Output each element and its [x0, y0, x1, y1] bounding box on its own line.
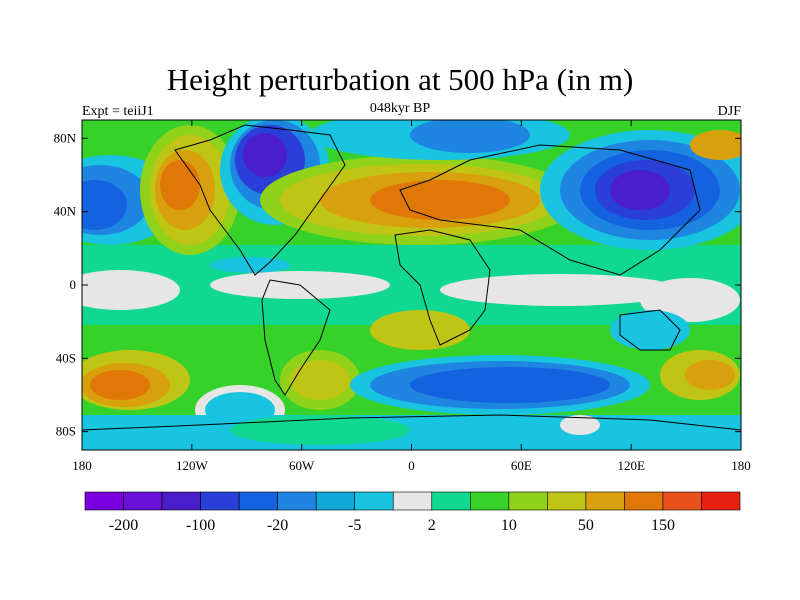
- colorbar-swatch: [84, 491, 124, 511]
- lon-tick-label: 180: [72, 458, 92, 473]
- colorbar-swatch: [585, 491, 625, 511]
- colorbar-label: 2: [428, 517, 436, 534]
- colorbar-swatch: [547, 491, 587, 511]
- lon-tick-label: 120W: [176, 458, 209, 473]
- height-field: [82, 120, 741, 450]
- positive-region: [230, 415, 410, 445]
- lon-tick-label: 60E: [511, 458, 532, 473]
- positive-region: [290, 360, 350, 400]
- blue-region: [82, 180, 127, 230]
- colorbar-label: -100: [186, 517, 215, 534]
- south-america-outline: [261, 279, 331, 396]
- experiment-label: Expt = teiiJ1: [82, 104, 154, 119]
- season-label: DJF: [717, 104, 741, 119]
- colorbar-swatch: [238, 491, 278, 511]
- purple-region: [243, 133, 287, 177]
- map-title: Height perturbation at 500 hPa (in m): [166, 62, 634, 97]
- colorbar-label: 50: [578, 517, 594, 534]
- period-label: 048kyr BP: [369, 101, 431, 116]
- colorbar-swatch: [200, 491, 240, 511]
- neutral-patch: [440, 274, 680, 306]
- colorbar-swatch: [123, 491, 163, 511]
- latitude-axis: 80N 40N 0 40S 80S: [54, 130, 741, 439]
- longitude-axis: 180 120W 60W 0 60E 120E 180: [72, 120, 751, 473]
- lon-tick-label: 120E: [617, 458, 645, 473]
- lon-tick-label: 60W: [289, 458, 315, 473]
- lat-tick-label: 80S: [56, 424, 76, 439]
- blue-region: [610, 310, 690, 350]
- light-blue-patch: [210, 257, 290, 273]
- colorbar-label: -20: [267, 517, 288, 534]
- north-america-outline: [174, 124, 346, 276]
- colorbar-swatch: [277, 491, 317, 511]
- africa-outline: [394, 229, 491, 346]
- australia-outline: [619, 309, 681, 351]
- positive-region: [685, 360, 735, 390]
- lat-tick-label: 40N: [54, 204, 77, 219]
- blue-region: [410, 367, 610, 403]
- eurasia-outline: [399, 144, 701, 276]
- colorbar: -200 -100 -20 -5 2 10 50 150: [84, 491, 741, 534]
- colorbar-label: -5: [348, 517, 361, 534]
- lat-tick-label: 0: [70, 277, 77, 292]
- colorbar-swatch: [354, 491, 394, 511]
- high-region: [90, 370, 150, 400]
- neutral-patch: [640, 278, 740, 322]
- colorbar-label: 10: [501, 517, 517, 534]
- lon-tick-label: 0: [408, 458, 415, 473]
- lat-tick-label: 40S: [56, 350, 76, 365]
- colorbar-swatch: [662, 491, 702, 511]
- positive-region: [370, 310, 470, 350]
- colorbar-swatch: [392, 491, 433, 511]
- high-region: [160, 160, 200, 210]
- colorbar-swatch: [431, 491, 471, 511]
- high-region: [370, 180, 510, 220]
- colorbar-swatch: [315, 491, 356, 511]
- lat-tick-label: 80N: [54, 130, 77, 145]
- blue-region: [410, 120, 530, 153]
- neutral-patch: [82, 270, 180, 310]
- colorbar-label: 150: [651, 517, 675, 534]
- purple-region: [610, 170, 670, 210]
- coastlines: [82, 124, 741, 431]
- colorbar-swatch: [508, 491, 548, 511]
- antarctica-outline: [82, 414, 741, 431]
- colorbar-swatch: [701, 491, 741, 511]
- positive-region: [690, 130, 741, 160]
- colorbar-swatch: [469, 491, 510, 511]
- lon-tick-label: 180: [731, 458, 751, 473]
- neutral-patch: [560, 415, 600, 435]
- colorbar-swatch: [624, 491, 664, 511]
- colorbar-label: -200: [109, 517, 138, 534]
- colorbar-swatch: [161, 491, 201, 511]
